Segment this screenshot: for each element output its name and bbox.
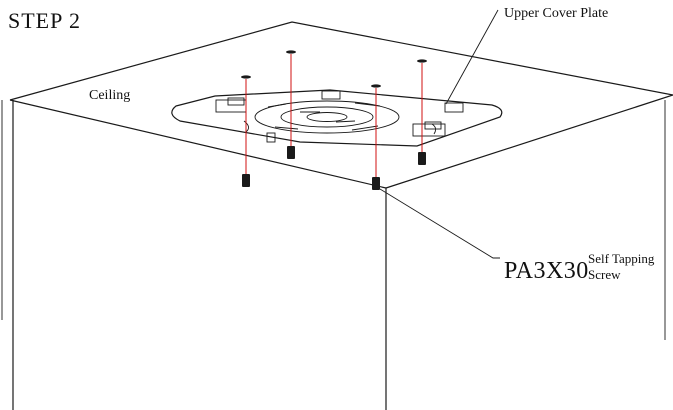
- upper-cover-plate: [171, 89, 503, 147]
- leader-lines: [379, 9, 500, 259]
- screw-description-line1: Self Tapping: [588, 251, 655, 266]
- ceiling-outline: [1, 21, 673, 410]
- screw-description-line2: Screw: [588, 267, 621, 282]
- step-title: STEP 2: [8, 8, 81, 33]
- self-tapping-screws: [242, 146, 426, 190]
- screw-guide-lines: [245, 54, 423, 178]
- screw-holes: [241, 50, 427, 88]
- screw-code-label: PA3X30: [504, 258, 589, 284]
- upper-cover-plate-label: Upper Cover Plate: [504, 6, 608, 21]
- ceiling-label: Ceiling: [89, 88, 130, 103]
